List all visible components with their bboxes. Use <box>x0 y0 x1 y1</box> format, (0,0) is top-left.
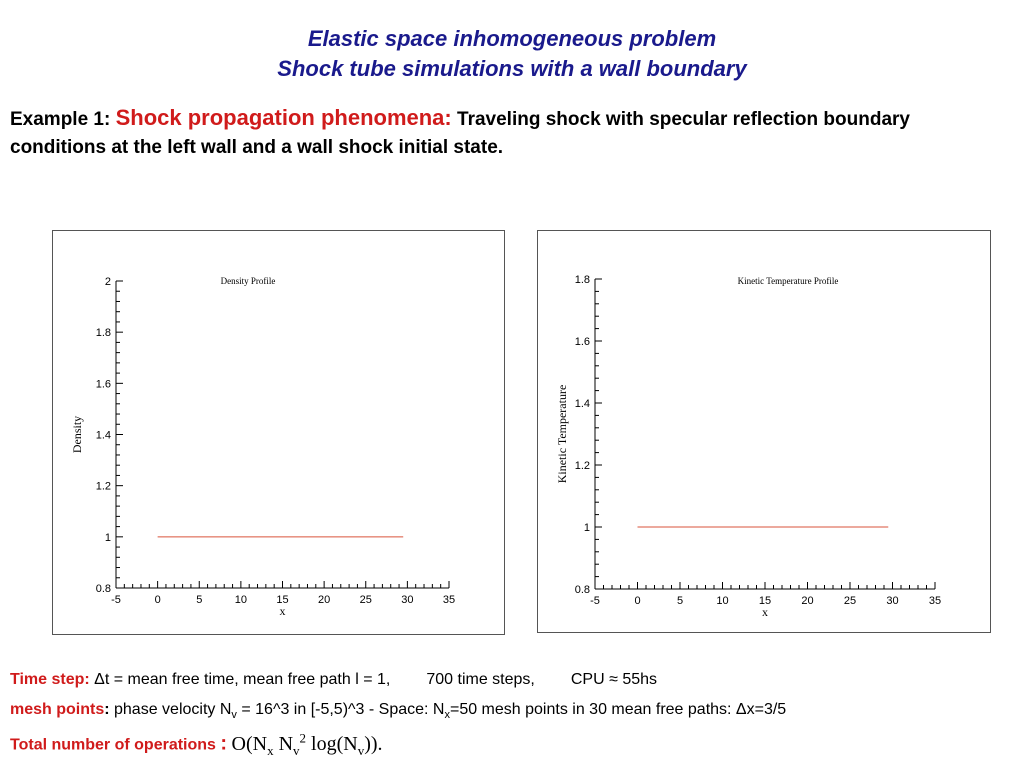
time-step-text: Δt = mean free time, mean free path l = … <box>89 671 391 688</box>
ops-c: log(N <box>306 732 358 755</box>
cpu-time: CPU ≈ 55hs <box>570 671 658 688</box>
footer-mesh-points: mesh points: phase velocity Nv = 16^3 in… <box>10 701 786 721</box>
footer-operations: Total number of operations : O(Nx Nv2 lo… <box>10 730 383 759</box>
mesh-text-c: =50 mesh points in 30 mean free paths: Δ… <box>449 701 787 718</box>
y-tick-label: 1.8 <box>575 274 590 286</box>
y-tick-label: 1.6 <box>96 378 111 390</box>
x-tick-label: 20 <box>801 595 813 607</box>
x-tick-label: 25 <box>360 594 372 606</box>
y-tick-label: 0.8 <box>96 583 111 595</box>
ops-sub-v2: v <box>357 742 365 758</box>
time-step-label: Time step: <box>10 671 90 688</box>
y-axis-label: Kinetic Temperature <box>555 385 569 484</box>
ops-colon: : <box>220 732 228 755</box>
mesh-sub-x: x <box>444 709 450 722</box>
slide-title-line2: Shock tube simulations with a wall bound… <box>277 56 747 81</box>
ops-formula: O(Nx Nv2 log(Nv)). <box>231 730 383 758</box>
x-tick-label: 30 <box>886 595 898 607</box>
density-chart-panel: 0.8 1 1.2 1.4 1.6 1.8 2 -5 0 5 10 15 20 25 30 35 Density… <box>52 230 505 635</box>
ops-label: Total number of operations <box>10 736 216 754</box>
temperature-chart: 0.8 1 1.2 1.4 1.6 1.8 -5 0 5 10 15 20 25 30 35 Kinetic … <box>555 274 941 619</box>
mesh-text-b: = 16^3 in [-5,5)^3 - Space: N <box>236 701 445 718</box>
mesh-sub-v: v <box>231 709 237 722</box>
footer-time-step: Time step: Δt = mean free time, mean fre… <box>10 671 657 689</box>
time-steps-count: 700 time steps, <box>426 671 535 688</box>
x-axis-label: x <box>762 605 768 619</box>
ops-sub-v: v <box>293 742 300 758</box>
ops-a: O(N <box>231 732 268 755</box>
x-tick-label: 10 <box>235 594 247 606</box>
mesh-points-label: mesh points <box>10 701 105 718</box>
x-tick-label: -5 <box>111 594 121 606</box>
y-tick-label: 1.8 <box>96 327 111 339</box>
y-tick-label: 1.2 <box>96 481 111 493</box>
x-tick-label: 0 <box>155 594 161 606</box>
chart-title: Density Profile <box>221 276 276 286</box>
chart-title: Kinetic Temperature Profile <box>738 276 839 286</box>
y-axis-label: Density <box>70 416 84 453</box>
intro-prefix: Example 1: <box>10 109 116 130</box>
y-tick-label: 1.2 <box>575 460 590 472</box>
x-tick-label: 5 <box>196 594 202 606</box>
x-tick-label: 30 <box>401 594 413 606</box>
x-tick-label: 15 <box>276 594 288 606</box>
density-chart: 0.8 1 1.2 1.4 1.6 1.8 2 -5 0 5 10 15 20 25 30 35 Density… <box>70 276 455 618</box>
y-tick-label: 1.4 <box>575 398 590 410</box>
mesh-colon: : <box>104 701 110 718</box>
mesh-text-a: phase velocity N <box>109 701 232 718</box>
intro-highlight: Shock propagation phenomena: <box>115 105 452 130</box>
x-tick-label: 10 <box>716 595 728 607</box>
y-tick-label: 1.6 <box>575 336 590 348</box>
ops-sub-x: x <box>267 742 274 758</box>
x-tick-label: 20 <box>318 594 330 606</box>
y-tick-label: 1.4 <box>96 430 111 442</box>
y-tick-label: 0.8 <box>575 584 590 596</box>
x-tick-label: 25 <box>844 595 856 607</box>
x-tick-label: 15 <box>759 595 771 607</box>
x-axis-label: x <box>280 604 286 618</box>
intro-paragraph: Example 1: Shock propagation phenomena: … <box>10 104 1010 162</box>
x-tick-label: -5 <box>590 595 600 607</box>
ops-d: )). <box>364 732 383 755</box>
x-tick-label: 0 <box>634 595 640 607</box>
y-tick-label: 1 <box>105 532 111 544</box>
ops-sup: 2 <box>299 730 307 745</box>
temperature-chart-panel: 0.8 1 1.2 1.4 1.6 1.8 -5 0 5 10 15 20 25 30 35 Kinetic … <box>537 230 991 633</box>
y-tick-label: 1 <box>584 522 590 534</box>
intro-rest: Traveling shock with specular reflection… <box>10 109 910 158</box>
slide-title-line1: Elastic space inhomogeneous problem <box>307 26 717 51</box>
y-tick-label: 2 <box>105 276 111 288</box>
ops-b: N <box>273 732 294 755</box>
x-tick-label: 35 <box>929 595 941 607</box>
x-tick-label: 35 <box>443 594 455 606</box>
x-tick-label: 5 <box>677 595 683 607</box>
